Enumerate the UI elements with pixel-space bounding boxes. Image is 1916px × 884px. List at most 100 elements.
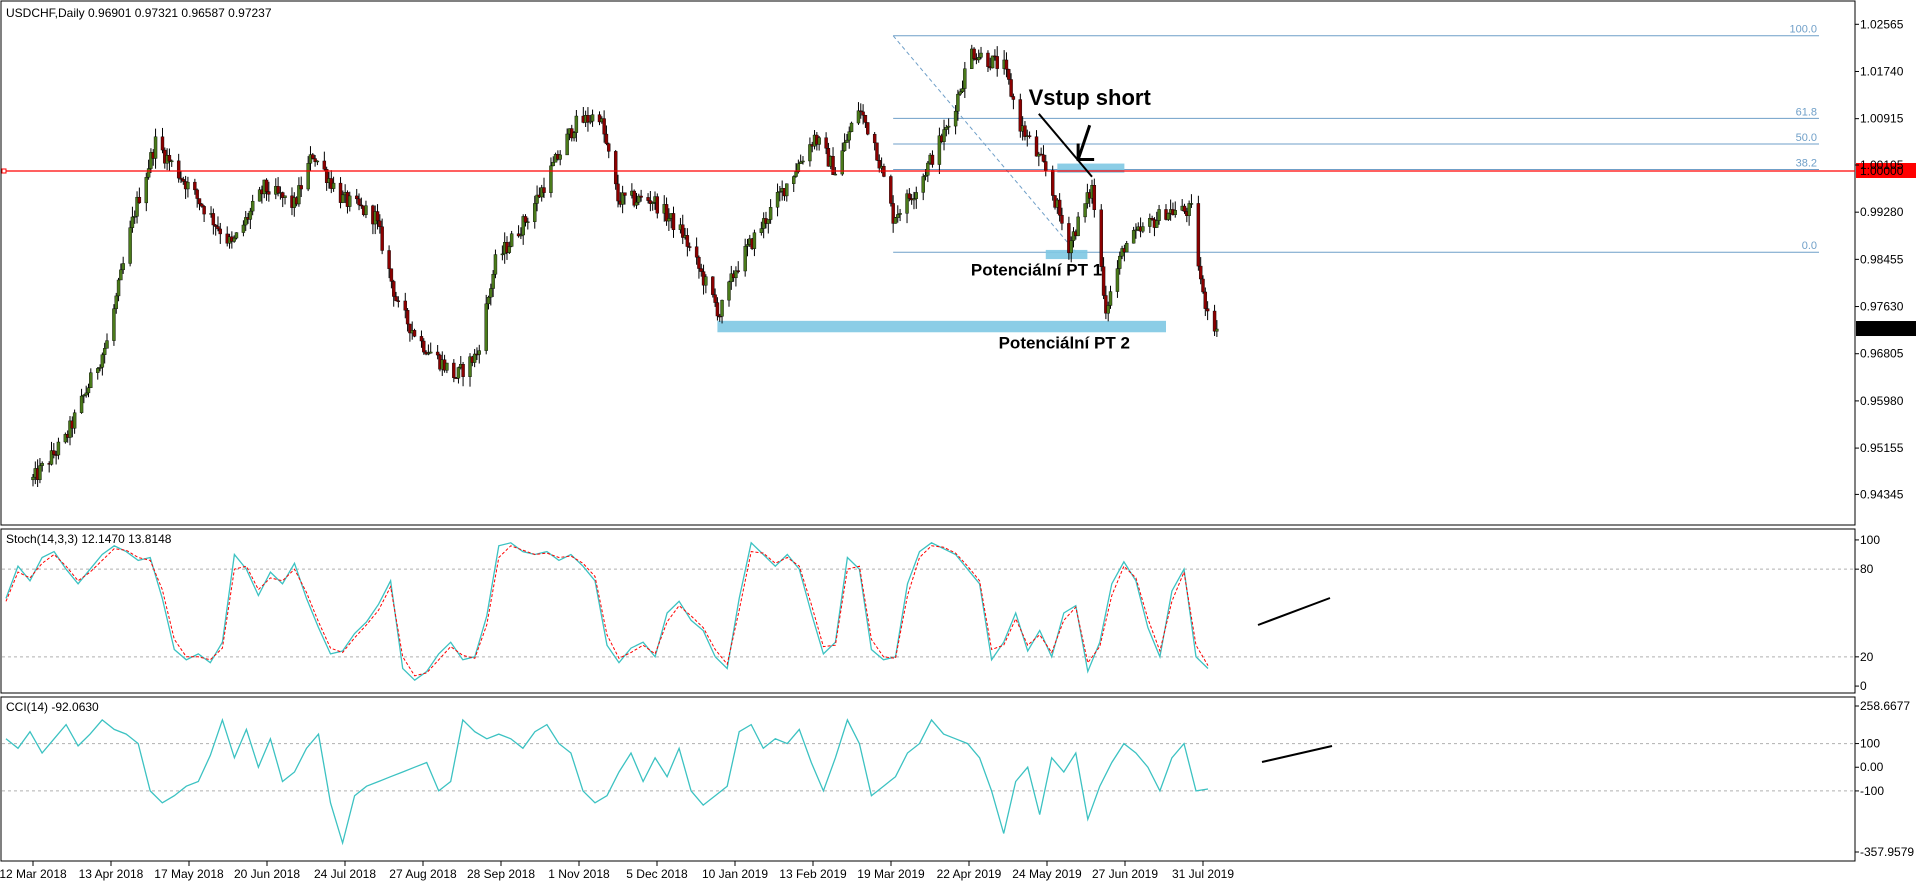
candle-body [98, 367, 102, 369]
candle-body [86, 387, 91, 394]
candle-body [167, 155, 172, 162]
candle-body [1120, 248, 1124, 257]
candle-body [306, 163, 310, 190]
candle-body [607, 143, 611, 152]
candle-body [1099, 209, 1103, 267]
candle-body [632, 190, 636, 206]
candle-body [685, 235, 690, 247]
chart-annotation: Vstup short [1029, 85, 1152, 110]
candle-body [181, 179, 185, 182]
candle-body [960, 88, 965, 92]
candle-body [926, 162, 930, 176]
candle-body [616, 183, 620, 202]
candle-body [687, 246, 692, 248]
candle-body [1141, 226, 1145, 232]
candle-body [472, 353, 477, 363]
candle-body [1189, 203, 1194, 205]
candle-body [1092, 185, 1097, 211]
price-tick-label: 0.98455 [1860, 252, 1904, 266]
candle-body [137, 196, 142, 204]
candle-body [944, 127, 949, 130]
candle-body [535, 194, 539, 204]
candle-body [937, 135, 942, 165]
candle-body [153, 136, 158, 159]
candle-body [322, 160, 327, 170]
candle-body [202, 206, 206, 215]
candle-body [778, 191, 782, 193]
candle-body [549, 165, 553, 193]
candle-body [422, 340, 426, 353]
candle-body [551, 162, 555, 167]
candle-body [634, 201, 639, 206]
candle-body [1011, 96, 1016, 100]
candle-body [112, 308, 116, 341]
candle-body [396, 300, 401, 302]
candle-body [963, 68, 967, 89]
candle-body [477, 350, 481, 355]
cci-lines [5, 717, 1333, 846]
candle-body [500, 253, 505, 256]
candle-body [1041, 154, 1046, 162]
candle-body [38, 465, 42, 480]
candle-body [461, 364, 465, 377]
candle-body [357, 198, 361, 206]
candle-body [341, 194, 345, 203]
candle-body [734, 270, 738, 279]
candle-body [364, 205, 368, 215]
candle-body [493, 254, 498, 275]
candle-body [1131, 230, 1136, 244]
candle-body [956, 93, 960, 112]
x-tick-label: 20 Jun 2018 [234, 867, 300, 881]
candle-body [1198, 265, 1203, 280]
candle-body [264, 179, 269, 192]
price-tick-label: 0.94345 [1860, 487, 1904, 501]
candle-body [484, 303, 488, 351]
candle-body [639, 195, 643, 198]
candle-body [792, 176, 796, 184]
x-tick-label: 10 Jan 2019 [702, 867, 768, 881]
candle-body [905, 193, 909, 214]
candle-body [861, 111, 865, 116]
stoch-panel-frame [0, 528, 1856, 694]
candle-body [872, 133, 877, 144]
candle-body [1069, 240, 1073, 254]
candle-body [1134, 229, 1138, 232]
candle-body [79, 395, 84, 413]
candle-body [375, 211, 380, 222]
candle-body [200, 203, 204, 207]
last-price-badge [1856, 321, 1916, 337]
candle-body [1104, 295, 1108, 314]
candle-body [859, 110, 863, 113]
candle-body [468, 356, 472, 377]
x-tick-label: 31 Jul 2019 [1172, 867, 1234, 881]
cci-tick-label: -100 [1860, 784, 1884, 798]
x-tick-label: 13 Feb 2019 [779, 867, 847, 881]
candle-body [946, 125, 951, 128]
candle-body [602, 118, 606, 135]
target-zones [717, 163, 1167, 333]
candle-body [745, 244, 750, 247]
candle-body [1083, 203, 1087, 218]
candle-body [160, 136, 165, 151]
candle-body [1007, 69, 1011, 80]
stoch-lines [5, 541, 1331, 682]
candle-body [875, 142, 879, 161]
candle-body [801, 160, 805, 163]
x-tick-label: 12 Mar 2018 [0, 867, 67, 881]
x-axis: 12 Mar 2018 13 Apr 2018 17 May 2018 20 Jun … [0, 861, 1234, 881]
candle-body [211, 213, 216, 226]
price-y-axis: 1.02565 1.01740 1.00915 1.00105 0.99280 0.984… [1855, 17, 1904, 501]
candle-body [759, 228, 764, 233]
candle-body [590, 114, 595, 122]
candle-body [863, 115, 868, 123]
cci-tick-label: -357.9579 [1860, 845, 1914, 859]
candle-body [896, 214, 900, 219]
fib-diagonal [892, 35, 1077, 253]
fibonacci-retracement: 100.0 61.8 50.0 38.2 0.0 [892, 24, 1819, 253]
candle-body [378, 220, 382, 227]
candle-body [276, 186, 280, 194]
candle-body [1187, 203, 1191, 216]
candle-body [387, 250, 391, 269]
candle-body [119, 269, 123, 281]
